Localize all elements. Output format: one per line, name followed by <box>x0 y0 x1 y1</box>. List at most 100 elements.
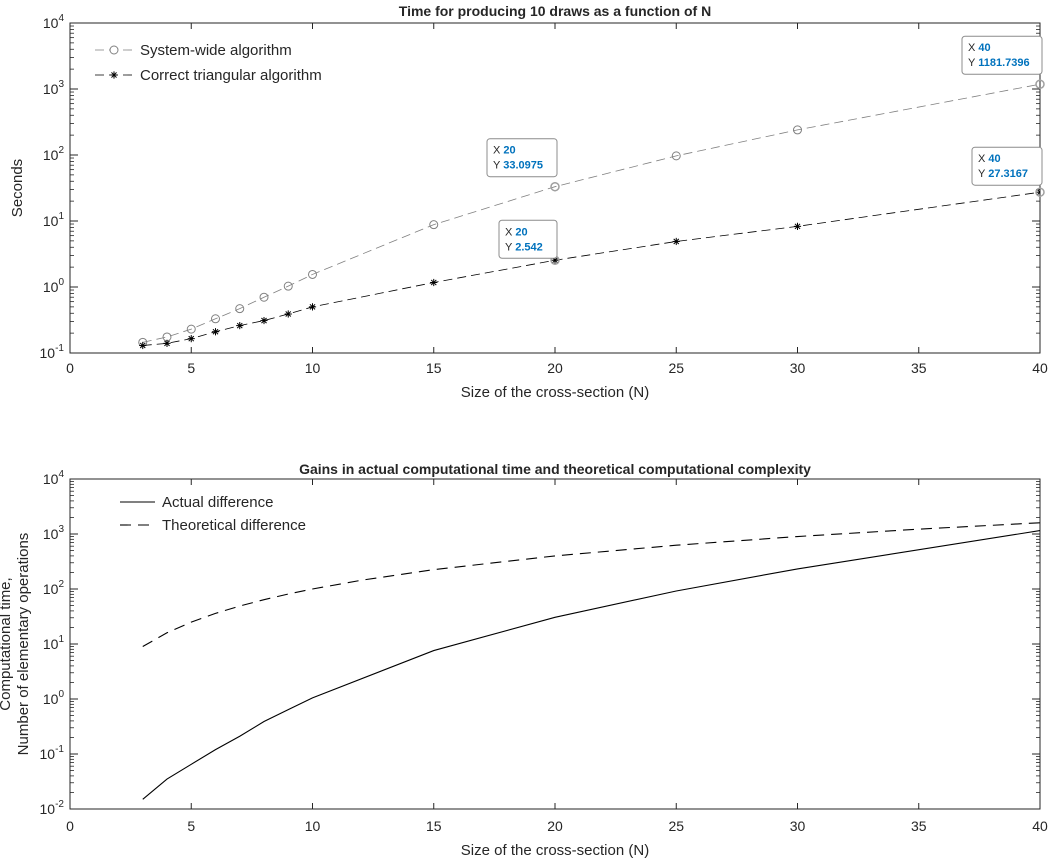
x-tick-label: 20 <box>547 360 563 376</box>
datatip-y: Y 27.3167 <box>978 168 1028 180</box>
legend-entry-1: System-wide algorithm <box>95 42 292 59</box>
y-tick-base: 10 <box>43 471 59 487</box>
datatip-y-value: 2.542 <box>515 241 543 253</box>
y-tick-label: 103 <box>43 79 65 97</box>
datatip-x-value: 20 <box>503 145 515 157</box>
datatip-y: Y 33.0975 <box>493 160 543 172</box>
y-tick-base: 10 <box>40 345 56 361</box>
datatip-x-value: 40 <box>978 42 990 54</box>
y-tick-exponent: 0 <box>58 689 64 700</box>
datatip-x-key: X <box>493 145 503 157</box>
datatip-y-key: Y <box>978 168 988 180</box>
y-tick-base: 10 <box>43 526 59 542</box>
datatip-box <box>498 219 558 259</box>
asterisk-stroke <box>285 311 292 317</box>
x-axis-label: Size of the cross-section (N) <box>461 842 649 859</box>
y-tick-label: 10-2 <box>40 799 65 817</box>
y-tick-label: 104 <box>43 469 65 487</box>
y-tick-base: 10 <box>43 213 59 229</box>
y-tick-exponent: 2 <box>58 579 64 590</box>
x-tick-label: 35 <box>911 360 927 376</box>
x-tick-label: 10 <box>305 818 321 834</box>
datatip-y-key: Y <box>968 57 978 69</box>
datatip-x-key: X <box>968 42 978 54</box>
datatip-x: X 40 <box>968 42 991 54</box>
y-tick-exponent: 4 <box>58 469 64 480</box>
legend-entry-1: Actual difference <box>120 494 273 511</box>
y-axis-label: Seconds <box>9 159 26 217</box>
datatip-x-value: 40 <box>988 153 1000 165</box>
y-tick-base: 10 <box>43 636 59 652</box>
y-tick-base: 10 <box>43 81 59 97</box>
asterisk-stroke <box>430 279 437 286</box>
datatip-box <box>961 35 1043 75</box>
y-tick-base: 10 <box>43 147 59 163</box>
datatip-box <box>971 146 1043 186</box>
y-tick-exponent: -1 <box>55 744 64 755</box>
data-point-circle <box>429 220 439 230</box>
x-axis-label: Size of the cross-section (N) <box>461 384 649 401</box>
data-point-asterisk <box>211 328 220 336</box>
datatip-x: X 40 <box>978 153 1001 165</box>
y-tick-base: 10 <box>43 581 59 597</box>
datatip-y: Y 2.542 <box>505 241 543 253</box>
series-line-1 <box>142 83 1040 343</box>
asterisk-stroke <box>164 340 170 347</box>
x-tick-label: 40 <box>1032 818 1048 834</box>
asterisk-stroke <box>261 317 267 324</box>
datatip-marker <box>550 181 560 192</box>
data-point-asterisk <box>236 322 244 330</box>
data-point-circle <box>308 269 317 279</box>
x-tick-label: 5 <box>187 818 195 834</box>
data-point-asterisk <box>430 278 438 287</box>
data-point-asterisk <box>308 303 317 311</box>
datatip-y: Y 1181.7396 <box>968 57 1030 69</box>
asterisk-stroke <box>1037 189 1040 193</box>
datatip-marker <box>1035 79 1045 89</box>
y-tick-exponent: 3 <box>58 79 64 90</box>
y-axis-label-line: Number of elementary operations <box>15 533 32 756</box>
datatip[interactable]: X 40 Y 1181.7396 <box>961 35 1045 89</box>
datatip[interactable]: X 40 Y 27.3167 <box>971 146 1045 197</box>
asterisk-stroke <box>139 342 146 349</box>
y-tick-label: 101 <box>43 211 65 229</box>
y-tick-exponent: 4 <box>58 13 64 24</box>
y-tick-label: 100 <box>43 689 65 707</box>
series-line-1 <box>142 530 1040 800</box>
datatip[interactable]: X 20 Y 33.0975 <box>486 138 560 192</box>
x-tick-label: 0 <box>66 360 74 376</box>
chart-title: Gains in actual computational time and t… <box>299 461 811 477</box>
y-tick-exponent: 1 <box>58 634 64 645</box>
y-tick-base: 10 <box>43 691 59 707</box>
y-tick-exponent: 0 <box>58 277 64 288</box>
data-point-asterisk <box>284 310 292 318</box>
datatip-y-key: Y <box>505 241 515 253</box>
legend-entry-2: Theoretical difference <box>120 517 306 534</box>
y-tick-label: 102 <box>43 145 65 163</box>
asterisk-stroke <box>236 322 243 329</box>
plot-area <box>142 522 1040 800</box>
y-tick-label: 101 <box>43 634 65 652</box>
y-axis-label-line: Computational time, <box>0 577 14 710</box>
legend-label: System-wide algorithm <box>140 42 292 59</box>
legend-label: Theoretical difference <box>162 517 306 534</box>
data-point-circle <box>793 125 802 135</box>
y-tick-exponent: 2 <box>58 145 64 156</box>
legend-label: Correct triangular algorithm <box>140 67 322 84</box>
y-tick-label: 10-1 <box>40 343 65 361</box>
datatip[interactable]: X 20Y 2.542 <box>498 219 560 266</box>
data-point-asterisk <box>187 335 195 343</box>
datatip-x-key: X <box>978 153 988 165</box>
asterisk-stroke <box>188 335 195 342</box>
x-tick-label: 30 <box>790 360 806 376</box>
y-tick-base: 10 <box>40 801 56 817</box>
x-tick-label: 5 <box>187 360 195 376</box>
data-point-asterisk <box>793 222 802 230</box>
y-tick-label: 103 <box>43 524 65 542</box>
x-tick-label: 25 <box>668 818 684 834</box>
legend-marker-circle <box>109 45 119 55</box>
data-point-circle <box>259 292 269 302</box>
data-point-circle <box>235 304 245 314</box>
datatip-y-value: 33.0975 <box>503 160 543 172</box>
